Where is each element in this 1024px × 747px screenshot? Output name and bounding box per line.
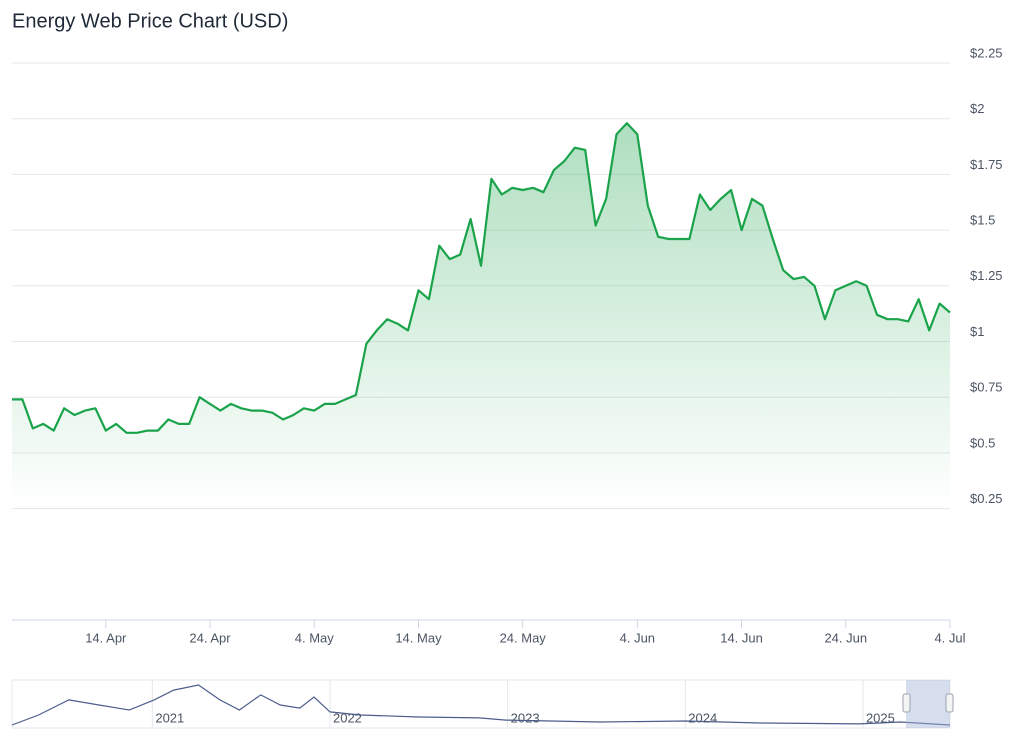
y-tick-label: $1.5 [970, 213, 995, 228]
y-tick-label: $2 [970, 101, 984, 116]
y-tick-label: $0.5 [970, 435, 995, 450]
chart-title: Energy Web Price Chart (USD) [12, 10, 288, 32]
navigator-line [11, 684, 951, 726]
y-tick-label: $0.75 [970, 380, 1003, 395]
x-tick-label: 14. Apr [85, 630, 127, 645]
navigator-tick-label: 2023 [511, 710, 540, 725]
x-tick-label: 4. May [295, 630, 335, 645]
navigator-handle[interactable] [902, 693, 911, 713]
navigator-selection[interactable] [906, 680, 950, 728]
y-tick-label: $1 [970, 324, 984, 339]
x-tick-label: 24. Apr [189, 630, 231, 645]
x-tick-label: 4. Jun [620, 630, 655, 645]
x-tick-label: 24. May [500, 630, 547, 645]
x-tick-label: 24. Jun [824, 630, 867, 645]
navigator-tick-label: 2021 [155, 710, 184, 725]
navigator-handle[interactable] [945, 693, 954, 713]
x-tick-label: 14. Jun [720, 630, 763, 645]
navigator-tick-label: 2024 [688, 710, 717, 725]
price-line [12, 122, 951, 434]
navigator: 2021 2022 2023 2024 2025 [11, 680, 951, 728]
area [12, 123, 950, 509]
x-tick-label: 4. Jul [934, 630, 965, 645]
y-tick-label: $0.25 [970, 491, 1003, 506]
navigator-tick-label: 2025 [866, 710, 895, 725]
y-tick-label: $1.75 [970, 157, 1003, 172]
y-tick-label: $2.25 [970, 45, 1003, 60]
x-tick-label: 14. May [395, 630, 442, 645]
y-tick-label: $1.25 [970, 268, 1003, 283]
